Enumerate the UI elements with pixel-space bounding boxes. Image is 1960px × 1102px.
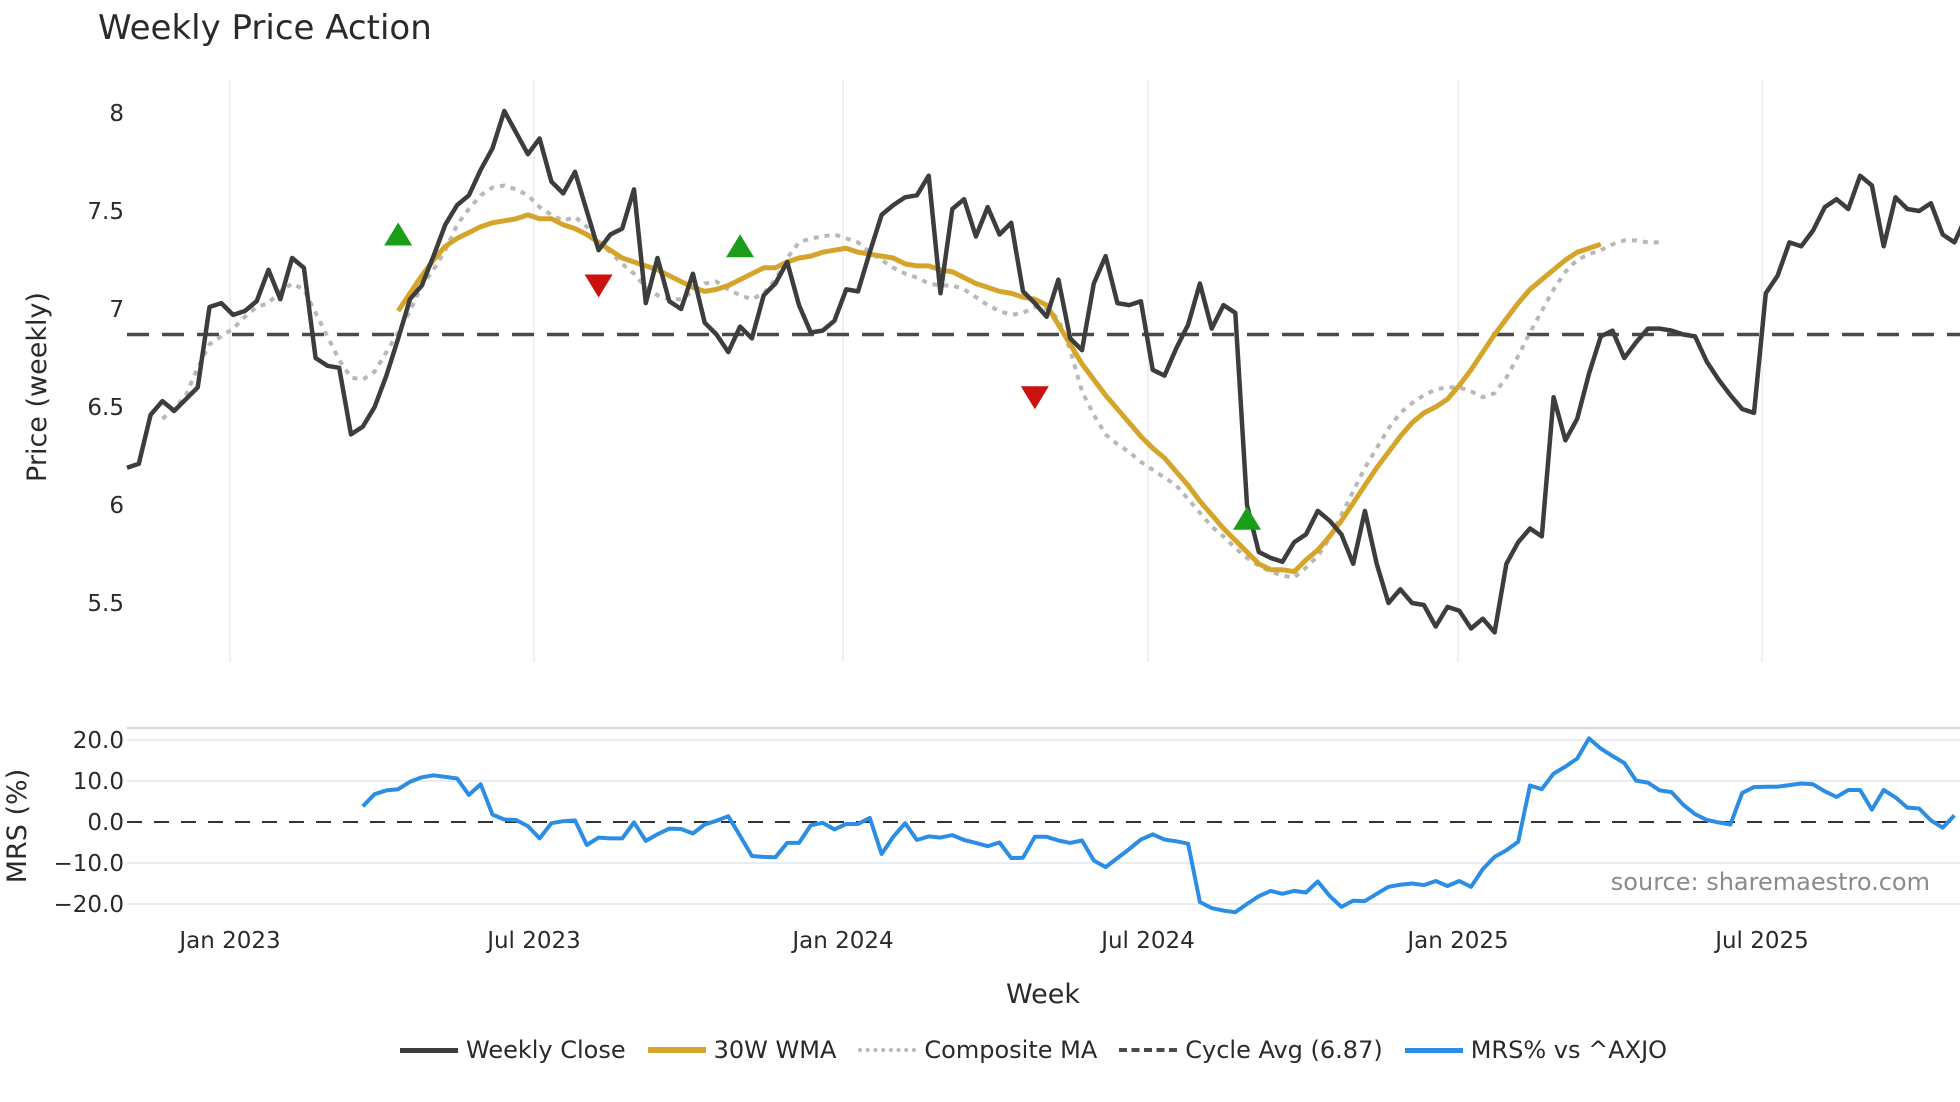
legend-label: Cycle Avg (6.87): [1185, 1036, 1383, 1064]
price-gridlines: [229, 80, 1763, 662]
legend-label: MRS% vs ^AXJO: [1470, 1036, 1668, 1064]
x-axis-ticks: Jan 2023 Jul 2023 Jan 2024 Jul 2024 Jan 2025…: [177, 928, 1808, 954]
y-tick-label: 6: [109, 493, 124, 519]
mrs-gridlines: [127, 739, 1960, 905]
legend: Weekly Close 30W WMA Composite MA Cycle …: [400, 1036, 1689, 1064]
y-tick-label: 5.5: [87, 591, 124, 617]
y-tick-label: 0.0: [87, 810, 124, 836]
mrs-y-axis-title: MRS (%): [2, 769, 33, 884]
x-tick-label: Jul 2025: [1713, 928, 1809, 954]
chart-title: Weekly Price Action: [98, 8, 432, 48]
wma30-line: [396, 212, 1602, 575]
composite-ma-line: [161, 183, 1660, 580]
y-tick-label: 10.0: [73, 769, 124, 795]
composite-ma-swatch-icon: [858, 1048, 917, 1052]
source-annotation: source: sharemaestro.com: [1611, 868, 1930, 896]
legend-item-composite-ma[interactable]: Composite MA: [858, 1036, 1097, 1064]
y-tick-label: 7.5: [87, 199, 124, 225]
x-tick-label: Jul 2024: [1099, 928, 1195, 954]
buy-triangle-icon: [384, 222, 413, 246]
buy-triangle-icon: [1233, 506, 1262, 530]
sell-triangle-icon: [584, 274, 613, 298]
price-y-axis-title: Price (weekly): [22, 292, 53, 482]
y-tick-label: 7: [109, 297, 124, 323]
legend-item-mrs[interactable]: MRS% vs ^AXJO: [1404, 1036, 1668, 1064]
x-tick-label: Jan 2023: [177, 928, 280, 954]
y-tick-label: 20.0: [73, 728, 124, 754]
wma30-swatch-icon: [647, 1047, 706, 1053]
mrs-y-ticks: 20.0 10.0 0.0 −10.0 −20.0: [54, 728, 124, 918]
legend-item-wma30[interactable]: 30W WMA: [647, 1036, 837, 1064]
price-y-ticks: 5.5 6 6.5 7 7.5 8: [87, 101, 124, 617]
y-tick-label: −20.0: [54, 892, 124, 918]
mrs-swatch-icon: [1404, 1047, 1463, 1053]
price-panel: 5.5 6 6.5 7 7.5 8 Price (weekly): [22, 80, 1960, 662]
x-axis-title: Week: [1006, 979, 1080, 1010]
y-tick-label: −10.0: [54, 851, 124, 877]
x-tick-label: Jul 2023: [485, 928, 581, 954]
legend-label: 30W WMA: [713, 1036, 837, 1064]
legend-label: Weekly Close: [466, 1036, 626, 1064]
mrs-line: [361, 736, 1956, 915]
y-tick-label: 6.5: [87, 395, 124, 421]
legend-item-cycle-avg[interactable]: Cycle Avg (6.87): [1119, 1036, 1383, 1064]
mrs-panel: 20.0 10.0 0.0 −10.0 −20.0 MRS (%) source: sh…: [2, 727, 1960, 918]
signal-markers: [384, 222, 1262, 530]
legend-item-weekly-close[interactable]: Weekly Close: [400, 1036, 626, 1064]
buy-triangle-icon: [726, 234, 755, 258]
legend-label: Composite MA: [924, 1036, 1098, 1064]
cycle-avg-swatch-icon: [1119, 1048, 1178, 1052]
weekly-close-line: [126, 108, 1960, 635]
sell-triangle-icon: [1020, 386, 1049, 410]
y-tick-label: 8: [109, 101, 124, 127]
weekly-close-swatch-icon: [400, 1047, 458, 1053]
x-tick-label: Jan 2024: [790, 928, 893, 954]
x-tick-label: Jan 2025: [1405, 928, 1508, 954]
